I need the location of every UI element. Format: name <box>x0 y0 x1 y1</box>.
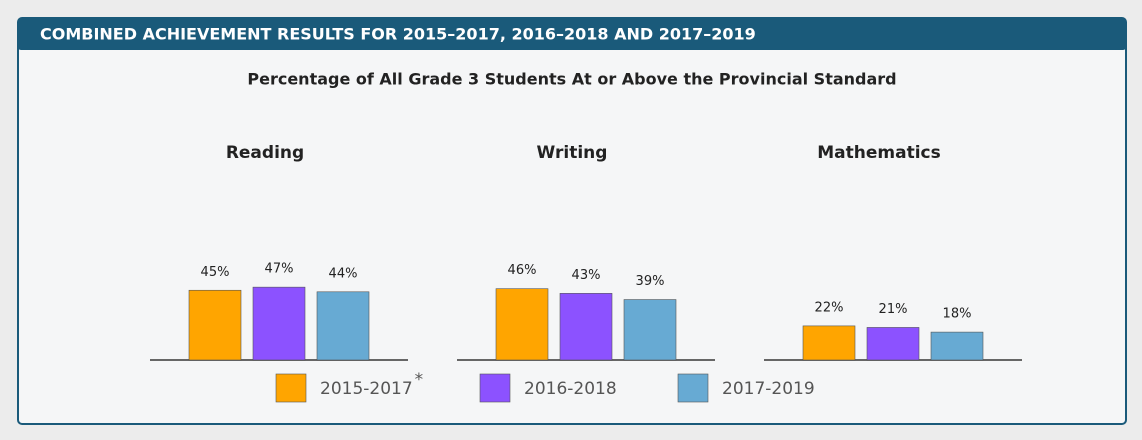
bar <box>252 286 306 361</box>
legend-label: 2017-2019 <box>722 379 815 399</box>
value-label: 44% <box>329 266 358 281</box>
legend-label: 2015-2017 <box>320 379 413 399</box>
value-label: 18% <box>943 307 972 322</box>
value-label: 39% <box>636 274 665 289</box>
value-label: 46% <box>508 263 537 278</box>
value-label: 45% <box>201 265 230 280</box>
value-label: 22% <box>815 300 844 315</box>
chart-title: COMBINED ACHIEVEMENT RESULTS FOR 2015–20… <box>40 25 756 44</box>
bar <box>559 293 613 361</box>
legend-swatch <box>479 373 511 403</box>
header-bar <box>18 18 1126 50</box>
bar <box>866 327 920 361</box>
value-label: 43% <box>572 268 601 283</box>
legend-swatch <box>677 373 709 403</box>
bar <box>316 291 370 361</box>
value-label: 47% <box>265 262 294 277</box>
bar <box>930 331 984 361</box>
category-label: Writing <box>537 143 608 163</box>
legend-note: * <box>415 370 424 390</box>
category-label: Reading <box>226 143 304 163</box>
chart-subtitle: Percentage of All Grade 3 Students At or… <box>247 70 896 89</box>
value-label: 21% <box>879 302 908 317</box>
bar <box>188 289 242 361</box>
bar <box>802 325 856 361</box>
bar <box>495 288 549 361</box>
bar <box>623 299 677 361</box>
category-label: Mathematics <box>817 143 940 163</box>
legend-swatch <box>275 373 307 403</box>
legend-label: 2016-2018 <box>524 379 617 399</box>
